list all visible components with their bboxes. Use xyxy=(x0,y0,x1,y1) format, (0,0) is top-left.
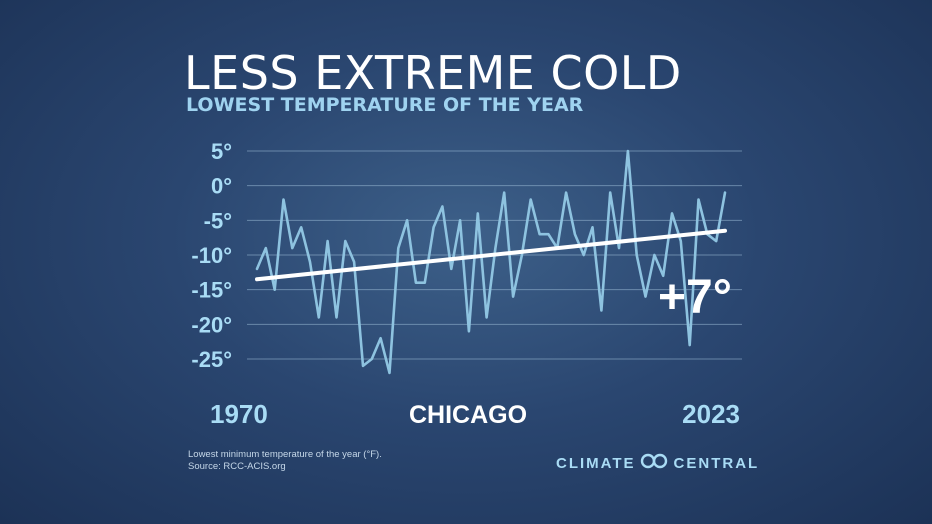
y-tick-label: -5° xyxy=(204,208,232,233)
chart-title: LESS EXTREME COLD xyxy=(184,46,682,100)
brand-logo: CLIMATE CENTRAL xyxy=(556,453,759,473)
city-label: CHICAGO xyxy=(409,401,527,429)
gridlines xyxy=(247,150,742,360)
y-tick-label: 0° xyxy=(211,174,232,199)
x-tick-label-start: 1970 xyxy=(210,399,268,429)
temperature-series-line xyxy=(255,149,727,375)
y-tick-label: -10° xyxy=(191,243,232,268)
y-axis-ticks: 5° 0° -5° -10° -15° -20° -25° xyxy=(191,139,232,372)
x-tick-label-end: 2023 xyxy=(682,399,740,429)
y-tick-label: -25° xyxy=(191,347,232,372)
y-tick-label: -15° xyxy=(191,278,232,303)
y-tick-label: -20° xyxy=(191,312,232,337)
footnote-line-1: Lowest minimum temperature of the year (… xyxy=(188,449,382,460)
brand-word-right: CENTRAL xyxy=(673,454,760,472)
chart-subtitle: LOWEST TEMPERATURE OF THE YEAR xyxy=(186,94,584,116)
series-layer xyxy=(255,149,727,375)
brand-word-left: CLIMATE xyxy=(556,454,636,472)
footnote-source: Source: RCC-ACIS.org xyxy=(188,461,286,472)
footnote: Lowest minimum temperature of the year (… xyxy=(188,449,382,473)
infinity-loop-icon xyxy=(640,453,668,473)
trend-change-label: +7° xyxy=(658,271,732,324)
trend-line xyxy=(255,228,727,282)
y-tick-label: 5° xyxy=(211,139,232,164)
